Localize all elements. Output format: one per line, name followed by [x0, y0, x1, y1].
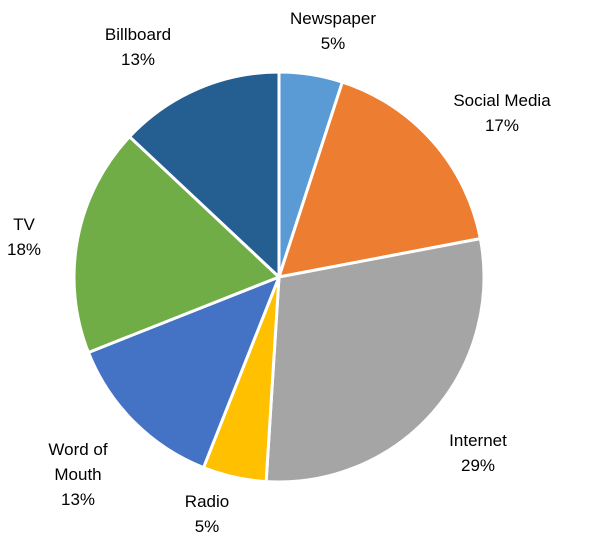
- data-label-name: Newspaper: [290, 9, 376, 28]
- data-label-value: 17%: [484, 116, 520, 135]
- data-label-value: 5%: [320, 34, 346, 53]
- data-label-name: Internet: [449, 431, 507, 450]
- data-label-value: 29%: [460, 456, 496, 475]
- data-label-internet: Internet 29%: [449, 428, 507, 478]
- data-label-radio: Radio 5%: [185, 489, 229, 539]
- data-label-billboard: Billboard 13%: [105, 22, 171, 72]
- data-label-value: 5%: [194, 517, 220, 536]
- data-label-social-media: Social Media 17%: [453, 88, 550, 138]
- pie-slice-billboard: [128, 70, 281, 279]
- data-label-word-of-mouth: Word of Mouth 13%: [48, 437, 107, 512]
- pie-slice-social-media: [277, 80, 482, 279]
- data-label-value: 18%: [6, 240, 42, 259]
- data-label-name: Billboard: [104, 25, 172, 44]
- data-label-name: Social Media: [453, 91, 551, 110]
- data-label-tv: TV 18%: [7, 212, 41, 262]
- data-label-name: TV: [13, 215, 35, 234]
- data-label-newspaper: Newspaper 5%: [290, 6, 376, 56]
- data-label-value: 13%: [120, 50, 156, 69]
- data-label-name: Radio: [184, 492, 230, 511]
- data-label-name: Mouth: [54, 465, 102, 484]
- data-label-value: 13%: [60, 490, 96, 509]
- pie-slice-word-of-mouth: [86, 275, 281, 470]
- pie-slice-tv: [72, 135, 281, 354]
- data-label-name: Word of: [48, 440, 108, 459]
- pie-slice-internet: [264, 237, 486, 484]
